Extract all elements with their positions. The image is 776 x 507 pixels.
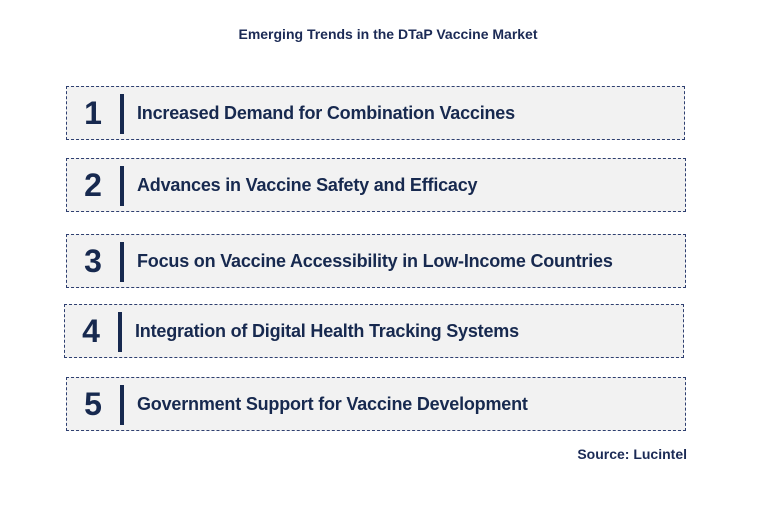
trend-number: 3 <box>84 242 102 279</box>
trend-item-4: 4 Integration of Digital Health Tracking… <box>64 304 684 358</box>
trend-number: 2 <box>84 166 102 203</box>
trend-label: Increased Demand for Combination Vaccine… <box>137 102 515 123</box>
trend-label: Focus on Vaccine Accessibility in Low-In… <box>137 250 613 271</box>
trend-number: 5 <box>84 385 102 422</box>
trend-label: Government Support for Vaccine Developme… <box>137 393 528 414</box>
trend-divider <box>120 242 124 282</box>
trend-divider <box>120 385 124 425</box>
trend-divider <box>120 94 124 134</box>
trend-number: 4 <box>82 312 100 349</box>
trend-item-3: 3 Focus on Vaccine Accessibility in Low-… <box>66 234 686 288</box>
trend-number: 1 <box>84 94 102 131</box>
trend-item-2: 2 Advances in Vaccine Safety and Efficac… <box>66 158 686 212</box>
trend-item-1: 1 Increased Demand for Combination Vacci… <box>66 86 685 140</box>
trend-item-5: 5 Government Support for Vaccine Develop… <box>66 377 686 431</box>
trend-divider <box>120 166 124 206</box>
trend-label: Advances in Vaccine Safety and Efficacy <box>137 174 478 195</box>
trend-divider <box>118 312 122 352</box>
source-credit: Source: Lucintel <box>577 446 687 462</box>
diagram-title: Emerging Trends in the DTaP Vaccine Mark… <box>238 26 538 42</box>
trend-label: Integration of Digital Health Tracking S… <box>135 320 519 341</box>
